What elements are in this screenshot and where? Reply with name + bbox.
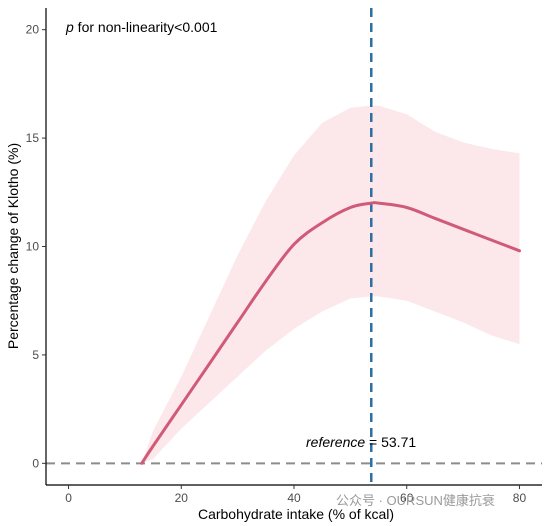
- p-text: for non-linearity<0.001: [74, 19, 218, 35]
- y-tick-label: 10: [26, 240, 40, 254]
- watermark: 公众号 · OURSUN健康抗衰: [336, 493, 495, 508]
- y-tick-label: 15: [26, 131, 40, 145]
- y-tick-label: 20: [26, 23, 40, 37]
- p-symbol: p: [65, 19, 74, 35]
- x-tick-label: 20: [175, 491, 189, 505]
- x-tick-label: 40: [287, 491, 301, 505]
- reference-value: = 53.71: [365, 434, 416, 450]
- reference-annotation: reference = 53.71: [306, 434, 416, 450]
- x-tick-label: 0: [65, 491, 72, 505]
- x-tick-label: 80: [513, 491, 527, 505]
- x-axis-title: Carbohydrate intake (% of kcal): [198, 506, 394, 522]
- x-axis-ticks: 0 20 40 60 80: [65, 485, 526, 505]
- p-annotation: p for non-linearity<0.001: [65, 19, 218, 35]
- y-tick-label: 5: [32, 348, 39, 362]
- reference-label: reference: [306, 434, 365, 450]
- spline-curve: [140, 201, 521, 465]
- y-axis-title: Percentage change of Klotho (%): [5, 143, 21, 349]
- confidence-band: [141, 105, 520, 464]
- x-tick-label: 60: [400, 491, 414, 505]
- y-tick-label: 0: [32, 456, 39, 470]
- y-axis-ticks: 0 5 10 15 20: [26, 23, 46, 470]
